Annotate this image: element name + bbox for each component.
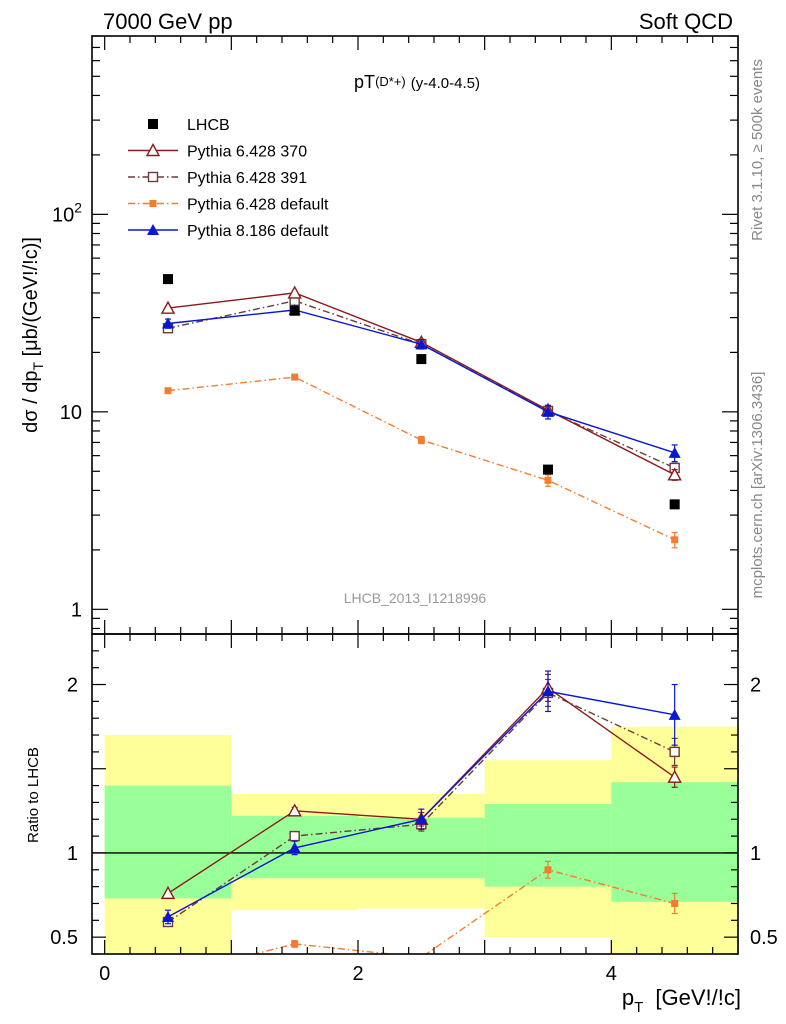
plot-title: pT(D*+) (y-4.0-4.5) xyxy=(354,72,480,92)
legend: LHCB Pythia 6.428 370 Pythia 6.428 391 Pyth… xyxy=(128,117,329,240)
main-y-tick-label: 10 xyxy=(60,402,82,424)
main-point-py6_default xyxy=(417,436,425,444)
ratio-point-py6_370 xyxy=(667,769,682,783)
legend-marker-data xyxy=(148,119,158,129)
main-point-py8_default xyxy=(415,338,428,350)
ratio-point-py6_default xyxy=(544,866,552,874)
rivet-label: Rivet 3.1.10, ≥ 500k events xyxy=(749,59,766,241)
main-point-py6_default xyxy=(291,373,299,381)
ratio-series-py8_default xyxy=(162,670,681,925)
legend-label-py6_default: Pythia 6.428 default xyxy=(187,197,329,214)
legend-marker-py8_default xyxy=(147,224,159,235)
legend-marker-py6_391 xyxy=(147,171,159,183)
main-point-data xyxy=(669,499,680,510)
ratio-point-py6_default xyxy=(417,953,425,954)
main-series-py6_391 xyxy=(162,295,680,474)
ratio-y-tick-label-right: 1 xyxy=(750,843,761,865)
main-point-data xyxy=(543,464,553,475)
ratio-point-py6_default xyxy=(291,940,299,948)
ratio-point-py8_default xyxy=(668,708,681,720)
ratio-point-py8_default xyxy=(288,841,301,853)
main-point-py6_default xyxy=(544,476,552,484)
main-y-tick-label: 102 xyxy=(52,199,82,226)
main-point-py6_370 xyxy=(160,300,176,314)
ratio-point-py8_default xyxy=(415,813,428,825)
main-point-py8_default xyxy=(668,446,681,458)
x-tick-label: 4 xyxy=(606,963,617,985)
main-point-py6_default xyxy=(671,536,679,544)
main-line-py8_default xyxy=(167,309,675,454)
x-tick-label: 2 xyxy=(352,963,363,985)
main-line-py6_370 xyxy=(167,292,676,476)
ratio-y-tick-label-left: 0.5 xyxy=(50,927,78,949)
ratio-point-py8_default xyxy=(542,685,554,697)
ratio-point-py6_391 xyxy=(289,830,300,842)
main-point-py6_default xyxy=(164,387,172,395)
x-tick-label: 0 xyxy=(99,963,110,985)
uncertainty-band-inner xyxy=(104,785,232,899)
ratio-y-tick-label-right: 2 xyxy=(750,675,761,697)
analysis-id: LHCB_2013_I1218996 xyxy=(344,590,487,606)
main-series-py6_default xyxy=(164,373,679,549)
ratio-y-tick-label-left: 1 xyxy=(67,843,78,865)
main-point-py8_default xyxy=(162,317,174,329)
legend-label-py6_391: Pythia 6.428 391 xyxy=(187,170,307,187)
main-line-py6_default xyxy=(167,376,675,541)
legend-marker-py6_default xyxy=(149,200,157,207)
ratio-line-py6_default xyxy=(251,869,675,954)
legend-label-py8_default: Pythia 8.186 default xyxy=(187,223,329,240)
ratio-point-py6_391 xyxy=(669,746,680,758)
main-point-py8_default xyxy=(542,405,554,417)
legend-label-data: LHCB xyxy=(187,117,230,134)
main-point-py6_370 xyxy=(287,285,302,299)
legend-label-py6_370: Pythia 6.428 370 xyxy=(187,144,307,161)
main-point-data xyxy=(289,305,300,316)
main-point-data xyxy=(416,354,427,365)
header-left: 7000 GeV pp xyxy=(103,9,233,34)
main-y-tick-label: 1 xyxy=(71,599,82,621)
main-series-data xyxy=(163,274,680,510)
ratio-y-tick-label-left: 2 xyxy=(67,675,78,697)
mcplots-label: mcplots.cern.ch [arXiv:1306.3436] xyxy=(749,372,766,599)
ratio-point-py6_default xyxy=(671,899,679,907)
ratio-point-py6_default xyxy=(165,972,172,979)
ratio-point-py6_370 xyxy=(287,803,302,817)
header-right: Soft QCD xyxy=(639,9,733,34)
main-point-py6_370 xyxy=(667,467,682,481)
y-axis-label-ratio: Ratio to LHCB xyxy=(25,747,42,843)
ratio-point-py8_default xyxy=(162,910,174,922)
main-point-data xyxy=(163,274,173,285)
ratio-y-tick-label-right: 0.5 xyxy=(750,927,778,949)
ratio-series-py6_default xyxy=(165,860,679,979)
ratio-panel-frame xyxy=(91,633,739,955)
legend-marker-py6_370 xyxy=(145,143,161,157)
uncertainty-band-inner xyxy=(611,782,738,902)
x-axis-label: pT [GeV!/!c] xyxy=(622,985,741,1016)
ratio-point-py6_370 xyxy=(160,885,176,900)
y-axis-label-top: dσ / dpT [μb/(GeV!/!c)] xyxy=(20,237,46,433)
